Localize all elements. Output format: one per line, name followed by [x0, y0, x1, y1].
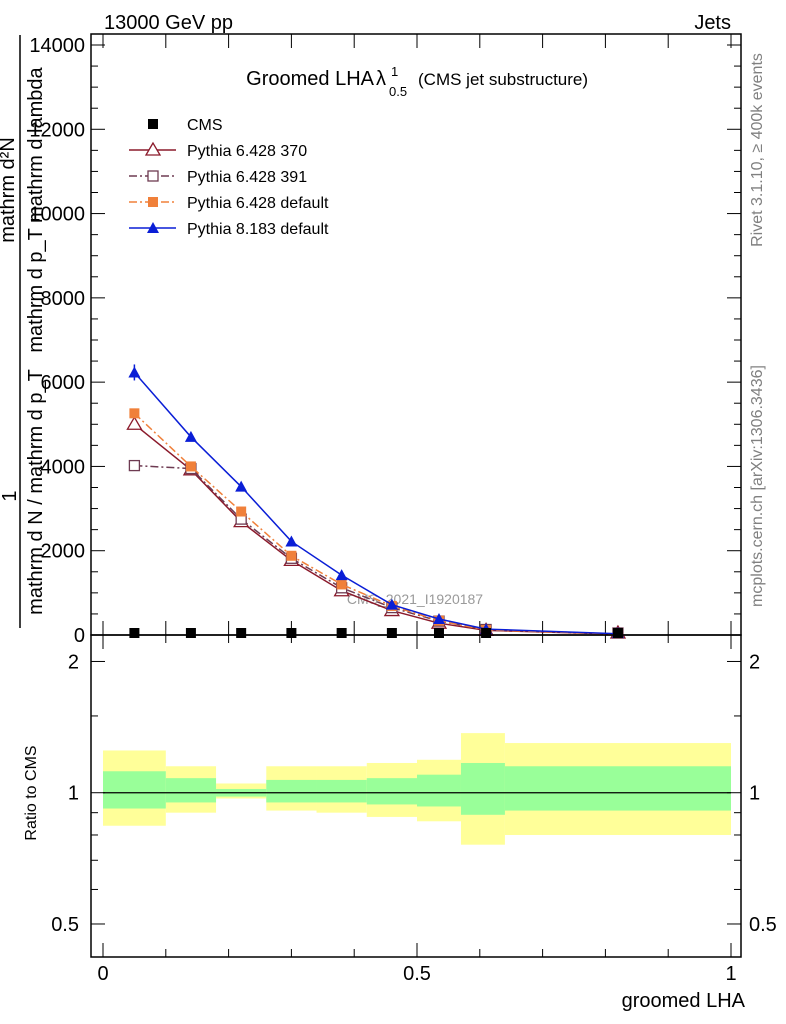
y-tick-label: 14000 [29, 35, 85, 57]
ratio-band-inner [266, 779, 317, 803]
data-point [148, 119, 158, 129]
header-left: 13000 GeV pp [104, 12, 233, 34]
y-tick-label: 8000 [41, 288, 86, 310]
plot-title-main: Groomed LHA [246, 68, 374, 90]
watermark: CMS_2021_I1920187 [347, 591, 483, 607]
ratio-band-inner [417, 774, 461, 807]
ratio-y-tick-label: 0.5 [51, 914, 79, 936]
series-line [134, 464, 618, 635]
ratio-y-tick-label: 2 [68, 651, 79, 673]
ratio-band-inner [504, 766, 731, 811]
plot-title-lambda: λ [376, 68, 386, 90]
legend: CMS Pythia 6.428 370 Pythia 6.428 391 Pythi… [129, 117, 329, 238]
x-axis-label: groomed LHA [622, 990, 746, 1012]
legend-item: Pythia 6.428 default [129, 195, 329, 212]
legend-item: Pythia 8.183 default [129, 221, 329, 238]
data-point [148, 197, 158, 207]
series-cms [129, 628, 623, 638]
x-tick-label: 0.5 [403, 963, 431, 985]
data-point [144, 141, 162, 156]
data-point [386, 628, 397, 638]
legend-item: Pythia 6.428 370 [129, 141, 307, 160]
rivet-label: Rivet 3.1.10, ≥ 400k events [749, 53, 766, 247]
y-label-one: 1 [0, 490, 21, 501]
data-point [286, 550, 297, 561]
legend-label: CMS [187, 117, 223, 134]
y-tick-label: 12000 [29, 119, 85, 141]
series-pythia-6-428-370 [126, 415, 627, 639]
data-point [336, 628, 347, 638]
data-point [612, 628, 623, 638]
data-point [285, 535, 298, 547]
mcplots-label: mcplots.cern.ch [arXiv:1306.3436] [749, 365, 766, 607]
data-point [335, 569, 348, 581]
ratio-band-inner [103, 771, 166, 809]
x-tick-label: 1 [725, 963, 736, 985]
data-point [185, 628, 196, 638]
data-point [126, 415, 143, 430]
ratio-band-inner [165, 778, 217, 803]
plot-title-sub: 0.5 [389, 84, 407, 99]
y-tick-label: 6000 [41, 372, 86, 394]
y-tick-label: 4000 [41, 456, 86, 478]
ratio-plot: 0.5 0.5 1 1 2 2 0 0.5 1 [51, 634, 777, 985]
data-point [129, 628, 140, 638]
ratio-band-inner [366, 778, 417, 805]
data-point [481, 628, 492, 638]
plot-title: Groomed LHA λ 1 0.5 (CMS jet substructur… [246, 64, 588, 99]
legend-item: Pythia 6.428 391 [129, 169, 307, 186]
data-point [385, 598, 398, 610]
ratio-y-tick-label-right: 0.5 [749, 914, 777, 936]
legend-label: Pythia 8.183 default [187, 221, 329, 238]
ratio-y-tick-label-right: 1 [749, 783, 760, 805]
legend-label: Pythia 6.428 391 [187, 169, 307, 186]
series-pythia-6-428-391 [128, 459, 624, 639]
plot-title-suffix: (CMS jet substructure) [418, 70, 588, 89]
header-right: Jets [694, 12, 731, 34]
data-point [236, 628, 247, 638]
plot-title-sup: 1 [391, 64, 398, 79]
ratio-y-tick-label-right: 2 [749, 651, 760, 673]
y-tick-label: 10000 [29, 204, 85, 226]
legend-label: Pythia 6.428 default [187, 195, 329, 212]
data-point [185, 461, 196, 472]
legend-label: Pythia 6.428 370 [187, 143, 307, 160]
data-point [147, 170, 159, 182]
data-point [147, 222, 159, 233]
main-plot: 0 2000 4000 6000 8000 10000 12000 14000 [29, 33, 742, 647]
data-point [184, 430, 197, 442]
x-tick-label: 0 [97, 963, 108, 985]
series-line [133, 412, 618, 635]
data-point [235, 480, 248, 492]
data-point [286, 628, 297, 638]
ratio-y-label: Ratio to CMS [23, 745, 40, 840]
ratio-band-inner [316, 779, 367, 803]
ratio-frame [90, 634, 742, 958]
data-point [128, 459, 141, 472]
data-point [336, 579, 347, 590]
y-label-numerator-b: mathrm d p_T mathrm d lambda [25, 66, 47, 352]
ratio-band-inner [460, 762, 505, 815]
data-point [129, 408, 140, 419]
y-tick-label: 0 [74, 625, 85, 647]
ratio-y-tick-label: 1 [68, 783, 79, 805]
data-point [433, 628, 444, 638]
y-tick-label: 2000 [41, 541, 86, 563]
y-axis-label: 1 mathrm d N / mathrm d p_T mathrm d²N m… [0, 35, 47, 628]
y-label-numerator-a: mathrm d²N [0, 137, 19, 243]
y-label-denominator: mathrm d N / mathrm d p_T [25, 369, 47, 615]
data-point [432, 612, 445, 624]
legend-item: CMS [148, 117, 223, 134]
data-point [236, 506, 247, 517]
